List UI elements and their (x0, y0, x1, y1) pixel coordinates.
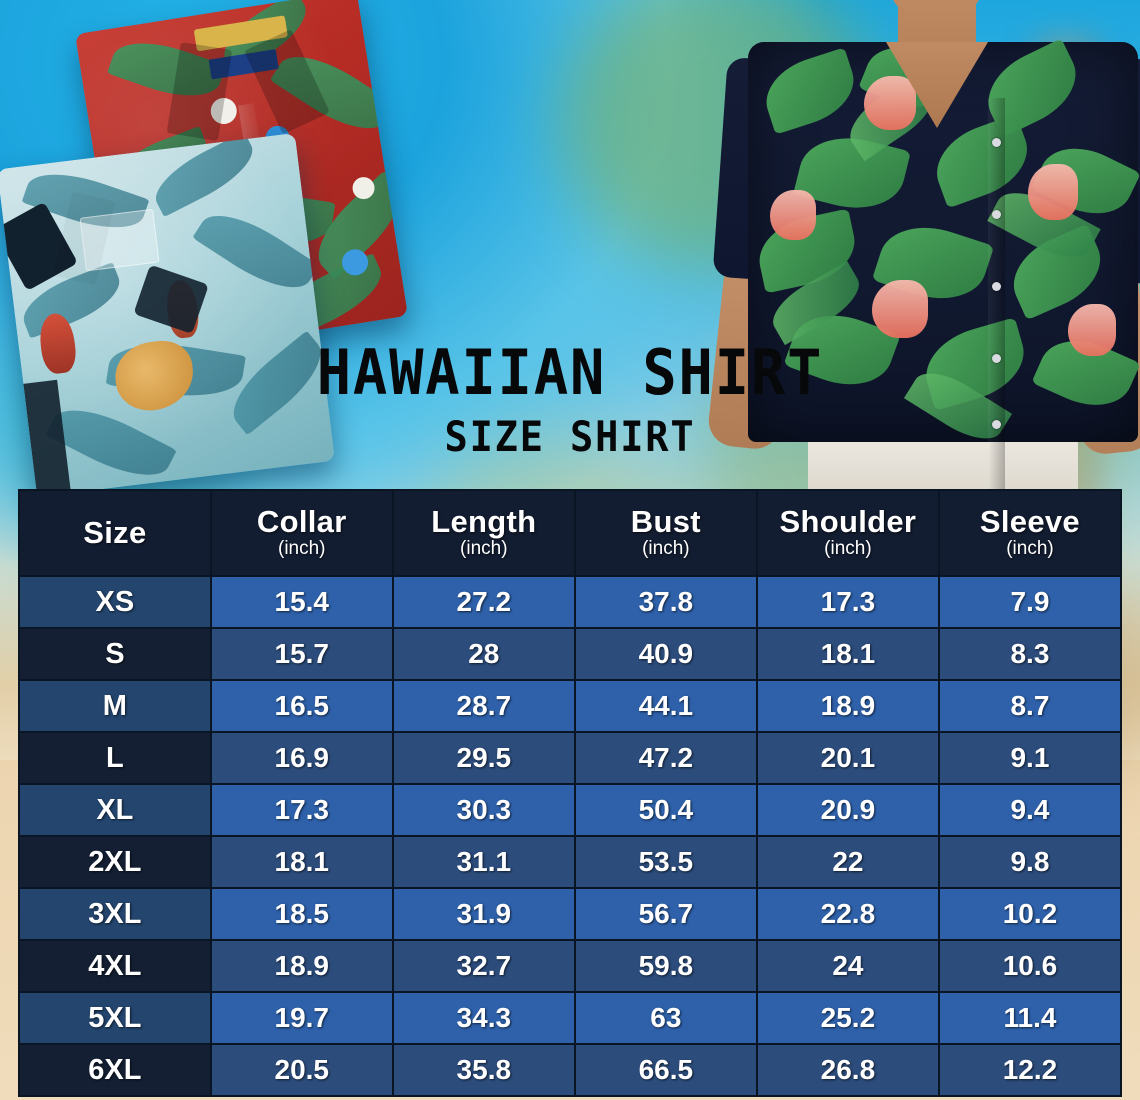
measurement-cell-bust: 44.1 (573, 679, 758, 733)
column-header-label: Length (431, 504, 537, 540)
measurement-cell-shoulder: 20.9 (755, 783, 940, 837)
shirt-torso (748, 34, 1140, 498)
table-row: L 16.9 29.5 47.2 20.1 9.1 (18, 731, 1123, 785)
measurement-cell-collar: 15.4 (209, 575, 394, 629)
measurement-cell-shoulder: 24 (755, 939, 940, 993)
measurement-cell-bust: 63 (573, 991, 758, 1045)
table-body: XS 15.4 27.2 37.8 17.3 7.9 S 15.7 28 40.9 18.1 8.3 M… (18, 575, 1123, 1097)
table-row: 5XL 19.7 34.3 63 25.2 11.4 (18, 991, 1123, 1045)
measurement-cell-length: 35.8 (391, 1043, 576, 1097)
measurement-cell-shoulder: 18.9 (755, 679, 940, 733)
measurement-cell-shoulder: 25.2 (755, 991, 940, 1045)
size-label-cell: 3XL (18, 887, 212, 941)
measurement-cell-bust: 59.8 (573, 939, 758, 993)
size-chart-table-wrapper: Size Collar (inch) Length (inch) Bust (inch) Sh… (18, 489, 1123, 1097)
table-row: XL 17.3 30.3 50.4 20.9 9.4 (18, 783, 1123, 837)
measurement-cell-shoulder: 22 (755, 835, 940, 889)
column-header-label: Collar (256, 504, 347, 540)
measurement-cell-length: 28.7 (391, 679, 576, 733)
table-header-row: Size Collar (inch) Length (inch) Bust (inch) Sh… (18, 489, 1123, 577)
measurement-cell-length: 27.2 (391, 575, 576, 629)
folded-shirt-blue (0, 132, 335, 498)
measurement-cell-length: 34.3 (391, 991, 576, 1045)
measurement-cell-shoulder: 17.3 (755, 575, 940, 629)
measurement-cell-collar: 18.5 (209, 887, 394, 941)
measurement-cell-bust: 50.4 (573, 783, 758, 837)
measurement-cell-length: 29.5 (391, 731, 576, 785)
measurement-cell-length: 28 (391, 627, 576, 681)
measurement-cell-collar: 16.9 (209, 731, 394, 785)
shirt-placket (988, 98, 1005, 498)
measurement-cell-shoulder: 18.1 (755, 627, 940, 681)
table-row: XS 15.4 27.2 37.8 17.3 7.9 (18, 575, 1123, 629)
column-header-bust: Bust (inch) (573, 489, 758, 577)
table-row: 4XL 18.9 32.7 59.8 24 10.6 (18, 939, 1123, 993)
measurement-cell-sleeve: 12.2 (937, 1043, 1123, 1097)
size-label-cell: S (18, 627, 212, 681)
column-header-unit: (inch) (642, 537, 690, 559)
measurement-cell-bust: 66.5 (573, 1043, 758, 1097)
measurement-cell-length: 31.9 (391, 887, 576, 941)
column-header-unit: (inch) (278, 537, 326, 559)
column-header-unit: (inch) (824, 537, 872, 559)
column-header-unit: (inch) (460, 537, 508, 559)
measurement-cell-sleeve: 9.1 (937, 731, 1123, 785)
size-label-cell: 5XL (18, 991, 212, 1045)
measurement-cell-shoulder: 26.8 (755, 1043, 940, 1097)
measurement-cell-length: 31.1 (391, 835, 576, 889)
measurement-cell-collar: 18.1 (209, 835, 394, 889)
column-header-size: Size (18, 489, 212, 577)
measurement-cell-bust: 47.2 (573, 731, 758, 785)
measurement-cell-sleeve: 10.6 (937, 939, 1123, 993)
column-header-unit: (inch) (1006, 537, 1054, 559)
measurement-cell-sleeve: 9.4 (937, 783, 1123, 837)
table-header: Size Collar (inch) Length (inch) Bust (inch) Sh… (18, 489, 1123, 577)
measurement-cell-sleeve: 8.7 (937, 679, 1123, 733)
column-header-collar: Collar (inch) (209, 489, 394, 577)
size-label-cell: 2XL (18, 835, 212, 889)
size-label-cell: 4XL (18, 939, 212, 993)
measurement-cell-collar: 15.7 (209, 627, 394, 681)
size-label-cell: L (18, 731, 212, 785)
measurement-cell-bust: 40.9 (573, 627, 758, 681)
measurement-cell-shoulder: 20.1 (755, 731, 940, 785)
size-chart-table: Size Collar (inch) Length (inch) Bust (inch) Sh… (18, 489, 1123, 1097)
column-header-label: Sleeve (979, 504, 1080, 540)
measurement-cell-collar: 17.3 (209, 783, 394, 837)
size-label-cell: M (18, 679, 212, 733)
column-header-sleeve: Sleeve (inch) (937, 489, 1123, 577)
folded-shirts-photo (0, 0, 409, 498)
size-label-cell: 6XL (18, 1043, 212, 1097)
measurement-cell-sleeve: 9.8 (937, 835, 1123, 889)
measurement-cell-sleeve: 10.2 (937, 887, 1123, 941)
column-header-length: Length (inch) (391, 489, 576, 577)
measurement-cell-length: 30.3 (391, 783, 576, 837)
column-header-label: Bust (630, 504, 701, 540)
measurement-cell-sleeve: 11.4 (937, 991, 1123, 1045)
table-row: 3XL 18.5 31.9 56.7 22.8 10.2 (18, 887, 1123, 941)
column-header-label: Shoulder (779, 504, 917, 540)
size-label-cell: XL (18, 783, 212, 837)
measurement-cell-bust: 56.7 (573, 887, 758, 941)
table-row: M 16.5 28.7 44.1 18.9 8.7 (18, 679, 1123, 733)
model-photo (690, 0, 1140, 498)
measurement-cell-bust: 37.8 (573, 575, 758, 629)
measurement-cell-sleeve: 7.9 (937, 575, 1123, 629)
measurement-cell-length: 32.7 (391, 939, 576, 993)
size-label-cell: XS (18, 575, 212, 629)
table-row: 2XL 18.1 31.1 53.5 22 9.8 (18, 835, 1123, 889)
measurement-cell-shoulder: 22.8 (755, 887, 940, 941)
table-row: 6XL 20.5 35.8 66.5 26.8 12.2 (18, 1043, 1123, 1097)
measurement-cell-collar: 18.9 (209, 939, 394, 993)
table-row: S 15.7 28 40.9 18.1 8.3 (18, 627, 1123, 681)
measurement-cell-collar: 19.7 (209, 991, 394, 1045)
column-header-shoulder: Shoulder (inch) (755, 489, 940, 577)
measurement-cell-sleeve: 8.3 (937, 627, 1123, 681)
measurement-cell-bust: 53.5 (573, 835, 758, 889)
measurement-cell-collar: 16.5 (209, 679, 394, 733)
column-header-label: Size (83, 515, 147, 551)
measurement-cell-collar: 20.5 (209, 1043, 394, 1097)
